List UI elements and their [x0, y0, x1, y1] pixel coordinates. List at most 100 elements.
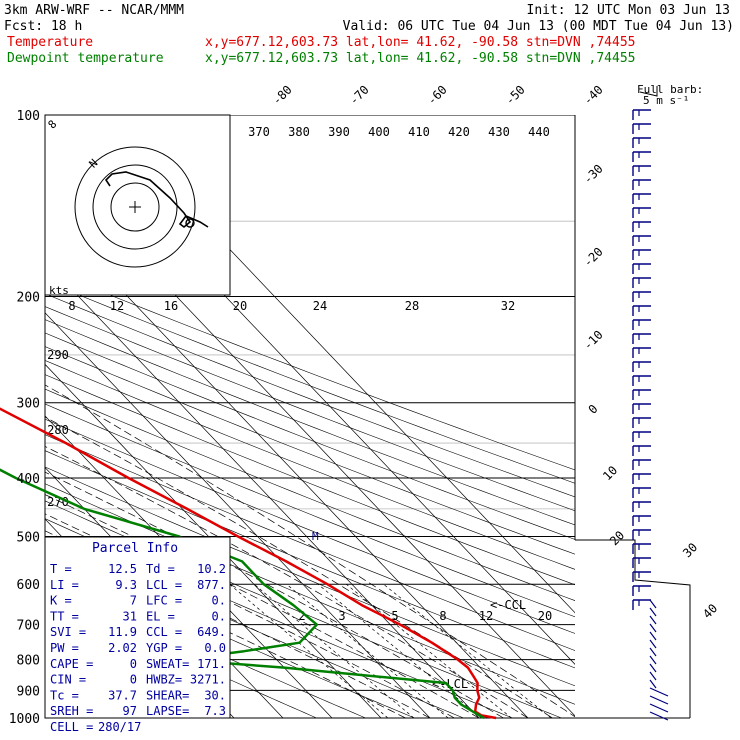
- moist-adiabat-line: [45, 416, 553, 718]
- hodograph-ring: [74, 146, 196, 268]
- parcel-field-label: HWBZ=: [146, 673, 182, 687]
- wind-barb: [649, 663, 657, 673]
- pressure-tick-label: 600: [17, 578, 40, 593]
- isotherm-label: -60: [425, 83, 450, 108]
- parcel-field-value: 0.: [212, 609, 226, 623]
- parcel-field-value: 0.: [212, 594, 226, 608]
- hodograph-ring-label: 32: [501, 299, 515, 313]
- wind-barb: [649, 695, 669, 705]
- pressure-tick-label: 200: [17, 291, 40, 306]
- isotherm-line: [45, 363, 382, 718]
- max-wind-marker: M: [312, 530, 319, 543]
- dry-adiabat-line: [45, 293, 575, 498]
- parcel-field-value: 280/17: [98, 720, 141, 734]
- dry-adiabat-line: [45, 332, 575, 540]
- mixing-ratio-label: 12: [479, 609, 493, 623]
- hodograph-trace: [104, 171, 209, 229]
- wind-barb: [649, 607, 657, 617]
- mixing-ratio-line: [383, 583, 552, 718]
- mixing-ratio-label: 20: [538, 609, 552, 623]
- parcel-field-label: SVI =: [50, 625, 86, 639]
- dry-adiabat-line: [45, 466, 575, 687]
- isotherm-label: -40: [581, 83, 606, 108]
- moist-adiabat-line: [45, 545, 406, 718]
- dry-adiabat-line: [45, 306, 575, 512]
- mixing-ratio-line: [229, 583, 389, 718]
- parcel-field-value: 2.02: [108, 641, 137, 655]
- wind-barb: [649, 671, 657, 681]
- lcl-marker: <-LCL: [432, 677, 468, 691]
- isotherm-line: [45, 415, 333, 718]
- mixing-ratio-label: 3: [338, 609, 345, 623]
- parcel-field-value: 877.: [197, 578, 226, 592]
- theta-label: 440: [528, 125, 550, 139]
- hodograph-ring-label: 20: [233, 299, 247, 313]
- isotherm-label: 10: [600, 463, 620, 483]
- parcel-field-value: 30.: [204, 688, 226, 702]
- parcel-field-value: 171.: [197, 657, 226, 671]
- pressure-tick-label: 100: [17, 109, 40, 124]
- valid-time: Valid: 06 UTC Tue 04 Jun 13 (00 MDT Tue …: [343, 19, 734, 34]
- barb-legend-line2: 5 m s⁻¹: [643, 94, 689, 107]
- legend-temperature-info: x,y=677.12,603.73 lat,lon= 41.62, -90.58…: [205, 35, 635, 50]
- parcel-field-value: 97: [123, 704, 137, 718]
- wind-barb: [649, 631, 657, 641]
- dry-adiabat-line: [45, 418, 575, 634]
- mixing-ratio-label: 2: [298, 609, 305, 623]
- wind-barb: [649, 599, 657, 609]
- parcel-field-value: 7.3: [204, 704, 226, 718]
- isotherm-label: -50: [503, 83, 528, 108]
- theta-label: 420: [448, 125, 470, 139]
- isotherm-label: -30: [581, 162, 606, 187]
- theta-label: 380: [288, 125, 310, 139]
- dry-adiabat-line: [45, 450, 575, 669]
- dry-adiabat-line: [45, 574, 366, 718]
- dry-adiabat-line: [45, 434, 575, 651]
- parcel-field-label: YGP =: [146, 641, 182, 655]
- parcel-field-label: SWEAT=: [146, 657, 189, 671]
- isotherm-label: -10: [581, 328, 606, 353]
- theta-label: 370: [248, 125, 270, 139]
- barb-legend-sample: [639, 86, 658, 97]
- mixing-ratio-line: [346, 583, 512, 718]
- dry-adiabat-line: [45, 268, 575, 471]
- hodograph-box: [44, 114, 231, 296]
- dewpoint-profile-line: [0, 468, 485, 720]
- pressure-tick-label: 500: [17, 530, 40, 545]
- theta-label: 430: [488, 125, 510, 139]
- pressure-tick-label: 900: [17, 684, 40, 699]
- parcel-field-value: 649.: [197, 625, 226, 639]
- moist-adiabat-line: [45, 471, 504, 718]
- theta-left-label: 290: [47, 348, 69, 362]
- isotherm-label: 0: [586, 402, 601, 417]
- parcel-field-value: 10.2: [197, 562, 226, 576]
- isotherm-label: -20: [581, 245, 606, 270]
- theta-label: 400: [368, 125, 390, 139]
- wind-barb: [649, 687, 669, 697]
- dry-adiabat-line: [45, 346, 575, 555]
- parcel-field-value: 9.3: [115, 578, 137, 592]
- storm-motion-marker: [185, 218, 195, 228]
- parcel-field-label: Tc =: [50, 688, 79, 702]
- dry-adiabat-line: [45, 403, 575, 618]
- parcel-field-label: CIN =: [50, 673, 86, 687]
- isotherm-label: -70: [347, 83, 372, 108]
- parcel-field-label: Td =: [146, 562, 175, 576]
- forecast-hour: Fcst: 18 h: [4, 19, 82, 34]
- parcel-field-label: EL =: [146, 609, 175, 623]
- isotherm-label: 30: [680, 540, 700, 560]
- parcel-field-label: CAPE =: [50, 657, 93, 671]
- dry-adiabat-line: [45, 388, 575, 601]
- wind-barb: [649, 647, 657, 657]
- parcel-field-value: 0: [130, 657, 137, 671]
- ccl-marker: <-CCL: [490, 598, 526, 612]
- parcel-field-value: 3271.: [190, 673, 226, 687]
- wind-barb: [649, 639, 657, 649]
- isotherm-line: [45, 312, 431, 718]
- legend-temperature: Temperature: [7, 35, 93, 50]
- mixing-ratio-line: [286, 583, 449, 718]
- parcel-field-value: 0.0: [204, 641, 226, 655]
- parcel-field-label: T =: [50, 562, 72, 576]
- parcel-field-label: LI =: [50, 578, 79, 592]
